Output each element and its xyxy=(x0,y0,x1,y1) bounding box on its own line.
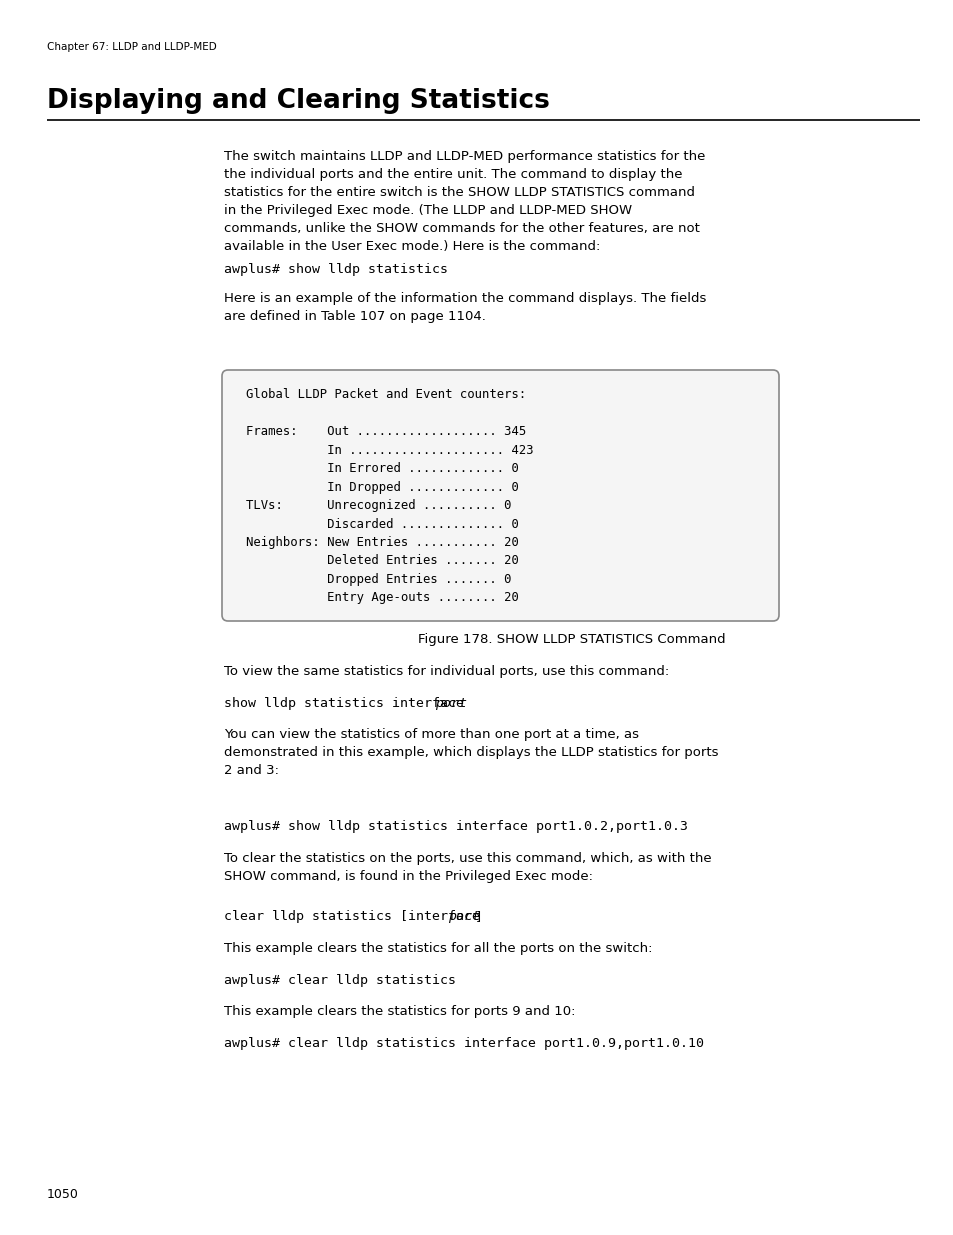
Text: ]: ] xyxy=(475,910,482,923)
Text: show lldp statistics interface: show lldp statistics interface xyxy=(224,697,472,710)
Text: TLVs:      Unrecognized .......... 0: TLVs: Unrecognized .......... 0 xyxy=(246,499,511,513)
Text: To clear the statistics on the ports, use this command, which, as with the
SHOW : To clear the statistics on the ports, us… xyxy=(224,852,711,883)
Text: port: port xyxy=(435,697,467,710)
Text: Deleted Entries ....... 20: Deleted Entries ....... 20 xyxy=(246,555,518,568)
Text: Global LLDP Packet and Event counters:: Global LLDP Packet and Event counters: xyxy=(246,388,526,401)
Text: awplus# show lldp statistics interface port1.0.2,port1.0.3: awplus# show lldp statistics interface p… xyxy=(224,820,687,832)
Text: The switch maintains LLDP and LLDP-MED performance statistics for the
the indivi: The switch maintains LLDP and LLDP-MED p… xyxy=(224,149,704,253)
FancyBboxPatch shape xyxy=(222,370,779,621)
Text: You can view the statistics of more than one port at a time, as
demonstrated in : You can view the statistics of more than… xyxy=(224,727,718,777)
Text: Neighbors: New Entries ........... 20: Neighbors: New Entries ........... 20 xyxy=(246,536,518,550)
Text: awplus# show lldp statistics: awplus# show lldp statistics xyxy=(224,263,448,275)
Text: Figure 178. SHOW LLDP STATISTICS Command: Figure 178. SHOW LLDP STATISTICS Command xyxy=(417,634,725,646)
Text: Frames:    Out ................... 345: Frames: Out ................... 345 xyxy=(246,425,526,438)
Text: In Errored ............. 0: In Errored ............. 0 xyxy=(246,462,518,475)
Text: To view the same statistics for individual ports, use this command:: To view the same statistics for individu… xyxy=(224,664,669,678)
Text: Dropped Entries ....... 0: Dropped Entries ....... 0 xyxy=(246,573,511,585)
Text: In Dropped ............. 0: In Dropped ............. 0 xyxy=(246,480,518,494)
Text: awplus# clear lldp statistics interface port1.0.9,port1.0.10: awplus# clear lldp statistics interface … xyxy=(224,1037,703,1050)
Text: clear lldp statistics [interface: clear lldp statistics [interface xyxy=(224,910,488,923)
Text: Discarded .............. 0: Discarded .............. 0 xyxy=(246,517,518,531)
Text: This example clears the statistics for ports 9 and 10:: This example clears the statistics for p… xyxy=(224,1005,575,1018)
Text: port: port xyxy=(448,910,479,923)
Text: 1050: 1050 xyxy=(47,1188,79,1200)
Text: This example clears the statistics for all the ports on the switch:: This example clears the statistics for a… xyxy=(224,942,652,955)
Text: awplus# clear lldp statistics: awplus# clear lldp statistics xyxy=(224,974,456,987)
Text: Chapter 67: LLDP and LLDP-MED: Chapter 67: LLDP and LLDP-MED xyxy=(47,42,216,52)
Text: Displaying and Clearing Statistics: Displaying and Clearing Statistics xyxy=(47,88,549,114)
Text: In ..................... 423: In ..................... 423 xyxy=(246,443,533,457)
Text: Here is an example of the information the command displays. The fields
are defin: Here is an example of the information th… xyxy=(224,291,705,324)
Text: Entry Age-outs ........ 20: Entry Age-outs ........ 20 xyxy=(246,592,518,604)
